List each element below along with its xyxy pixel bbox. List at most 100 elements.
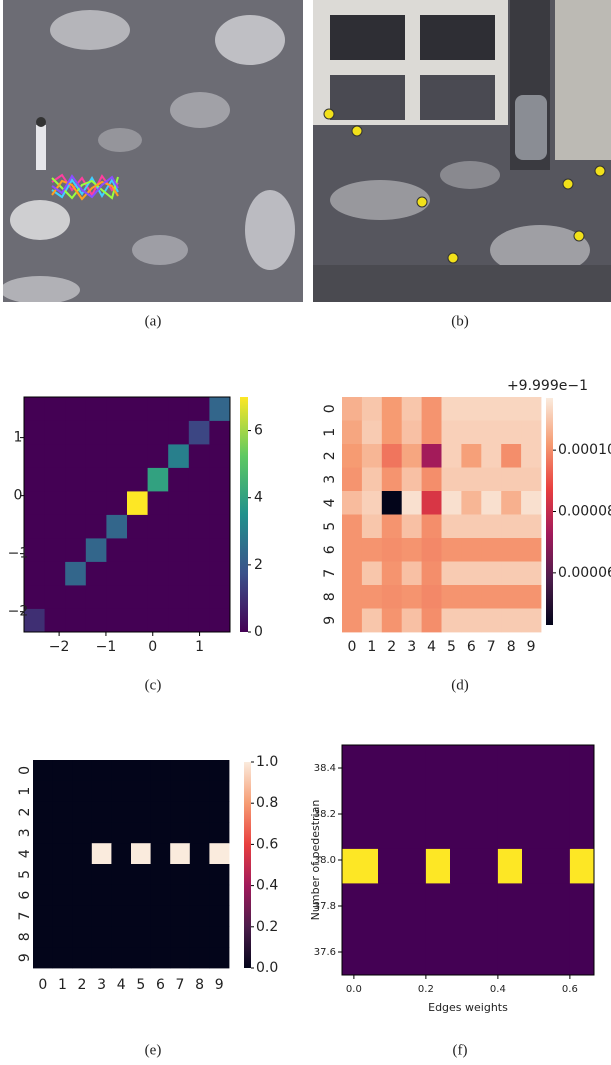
cell	[127, 514, 148, 539]
cell	[44, 467, 66, 492]
cell	[150, 947, 171, 969]
cell	[170, 864, 191, 886]
cell	[33, 760, 53, 782]
x-tick-label: 6	[156, 977, 165, 993]
x-tick-label: 7	[487, 639, 496, 655]
cell	[421, 585, 442, 609]
cell	[501, 585, 522, 609]
cell	[569, 883, 595, 976]
cell	[106, 608, 128, 633]
cell	[209, 585, 231, 609]
cell	[91, 884, 112, 906]
cell	[33, 864, 53, 886]
cell	[24, 585, 45, 609]
colorbar-tick-label: 0.2	[256, 919, 278, 935]
cell	[85, 561, 107, 586]
cell	[85, 538, 107, 562]
cell	[401, 608, 422, 633]
cell	[111, 780, 132, 802]
cell	[170, 947, 191, 969]
cell	[91, 864, 112, 886]
colorbar-tick-label: 0.4	[256, 878, 278, 894]
cell	[501, 561, 522, 586]
cell	[147, 514, 169, 539]
cell	[342, 538, 363, 562]
y-tick-label: 37.8	[314, 901, 336, 912]
cell	[189, 947, 210, 969]
cell	[209, 467, 231, 492]
cell	[481, 608, 502, 633]
cell	[501, 467, 522, 492]
cell	[425, 745, 451, 849]
cell	[111, 884, 132, 906]
cell	[170, 905, 191, 927]
cell	[85, 491, 107, 515]
cell	[342, 585, 363, 609]
cell	[441, 444, 462, 468]
cell	[188, 420, 210, 445]
cell	[378, 745, 427, 849]
cell	[72, 843, 93, 865]
cell	[450, 745, 499, 849]
cell	[33, 801, 53, 823]
colorbar-tick-label: 0.00006	[558, 565, 611, 581]
cell	[421, 420, 442, 445]
cell	[521, 467, 542, 492]
x-tick-label: 0	[38, 977, 47, 993]
cell	[461, 514, 482, 539]
cell	[401, 420, 422, 445]
cell	[342, 561, 363, 586]
x-tick-label: 8	[507, 639, 516, 655]
cell	[342, 397, 363, 421]
cell	[401, 444, 422, 468]
cell	[44, 608, 66, 633]
y-tick-label: 0	[17, 766, 33, 775]
cell	[522, 883, 571, 976]
cell	[85, 444, 107, 468]
cell	[127, 397, 148, 421]
cell	[441, 561, 462, 586]
cell	[127, 608, 148, 633]
cell	[209, 444, 231, 468]
cell	[33, 780, 53, 802]
cell	[189, 760, 210, 782]
y-tick-label: 1	[14, 430, 23, 446]
cell	[401, 491, 422, 515]
x-tick-label: 0.0	[346, 984, 362, 995]
cell	[189, 843, 210, 865]
cell	[501, 420, 522, 445]
cell	[44, 585, 66, 609]
cell	[131, 905, 151, 927]
x-tick-label: 2	[78, 977, 87, 993]
cell	[501, 444, 522, 468]
heatmap	[33, 760, 230, 969]
x-tick-label: 2	[387, 639, 396, 655]
cell	[342, 491, 363, 515]
caption: (e)	[145, 1042, 162, 1058]
cell	[481, 397, 502, 421]
cell	[209, 947, 230, 969]
cell	[72, 884, 93, 906]
x-tick-label: 1	[58, 977, 67, 993]
cell	[111, 822, 132, 844]
cell	[44, 444, 66, 468]
x-tick-label: 0.2	[418, 984, 434, 995]
cell	[209, 801, 230, 823]
y-tick-label: 1	[17, 787, 33, 796]
x-tick-label: 5	[447, 639, 456, 655]
cell	[497, 745, 523, 849]
colorbar-tick-label: 0	[254, 624, 263, 640]
cell	[421, 467, 442, 492]
cell	[106, 420, 128, 445]
y-tick-label: 4	[322, 498, 338, 507]
cell	[170, 760, 191, 782]
cell	[24, 608, 45, 633]
cell	[44, 397, 66, 421]
cell	[441, 397, 462, 421]
cell	[521, 397, 542, 421]
cell	[209, 397, 231, 421]
cell	[91, 760, 112, 782]
cell	[44, 561, 66, 586]
cell	[52, 864, 73, 886]
